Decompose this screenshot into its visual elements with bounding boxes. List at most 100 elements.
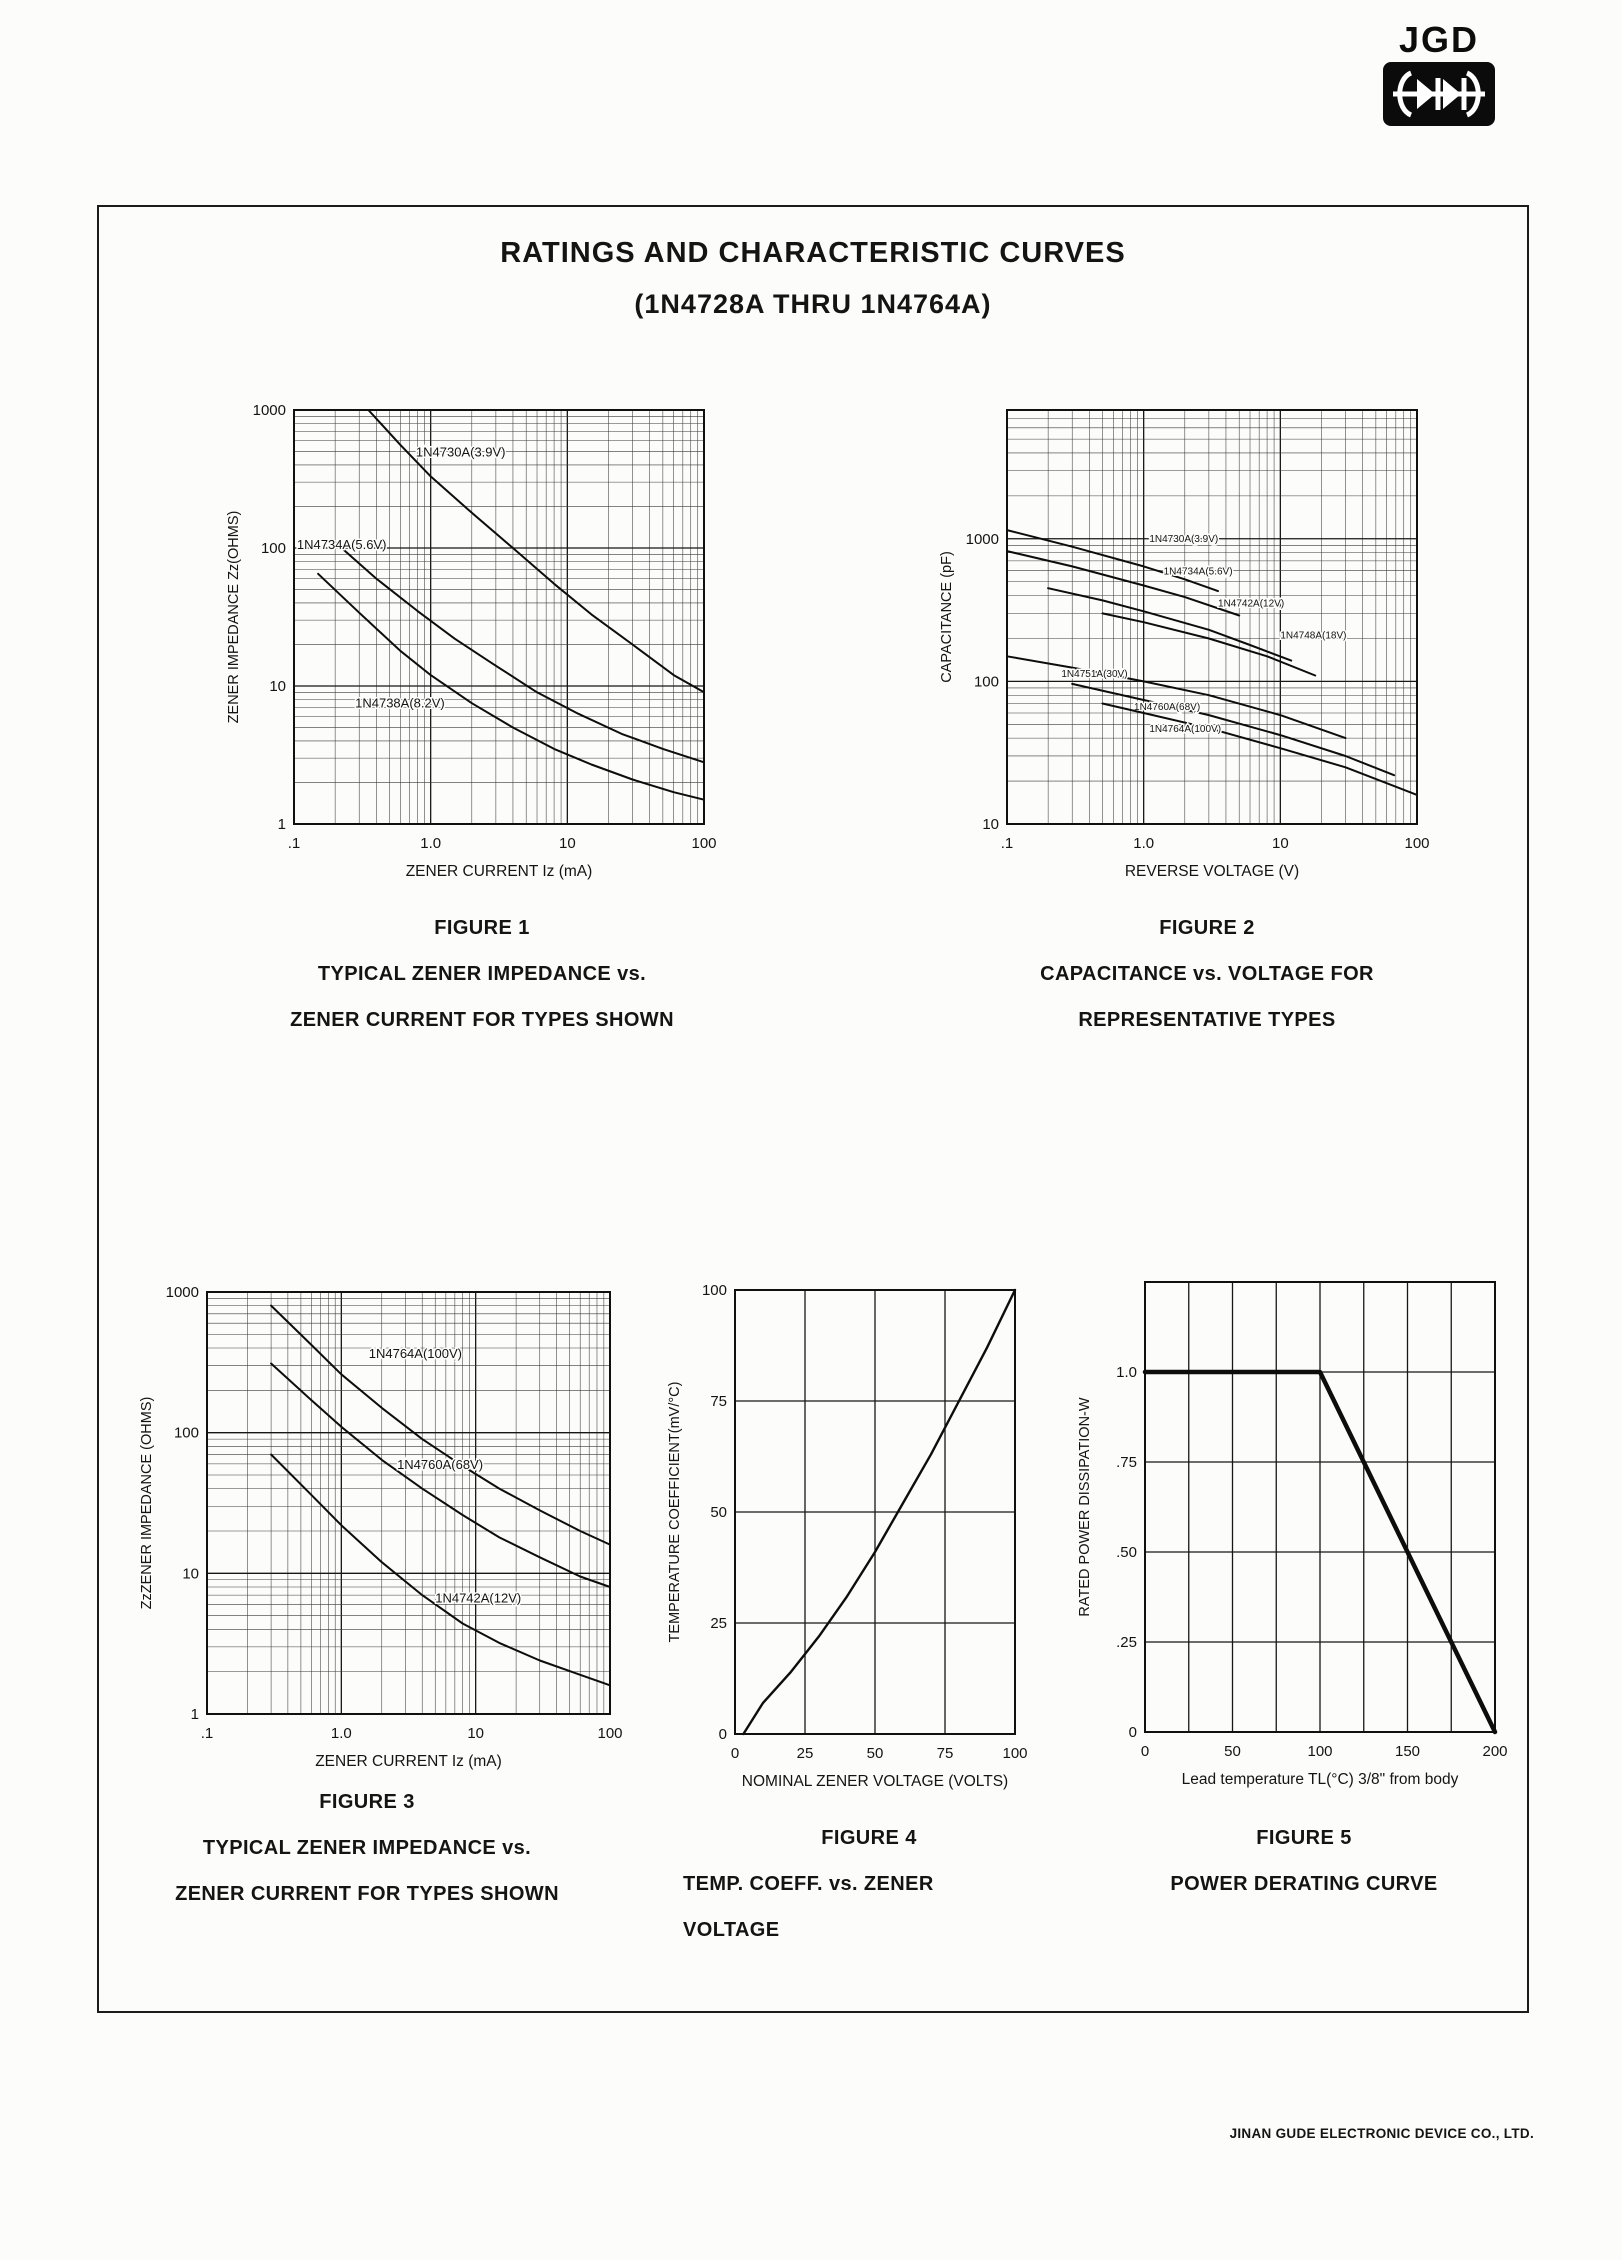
x-tick-label: 1.0 xyxy=(420,835,441,852)
y-tick-label: 1000 xyxy=(966,531,999,548)
logo-diode-triangle-2 xyxy=(1443,79,1461,109)
figure3-label: FIGURE 3 xyxy=(319,1791,415,1813)
y-tick-label: 75 xyxy=(710,1393,727,1410)
brand-name: JGD xyxy=(1398,19,1480,60)
curve-1N4742A(12V) xyxy=(270,1453,611,1687)
y-tick-label: .25 xyxy=(1116,1634,1137,1651)
figure2-caption-line1: CAPACITANCE vs. VOLTAGE FOR xyxy=(1040,963,1374,985)
curve-label: 1N4764A(100V) xyxy=(1149,724,1221,735)
y-tick-label: 1.0 xyxy=(1116,1364,1137,1381)
curve-label: 1N4738A(8.2V) xyxy=(355,695,445,710)
y-tick-label: 10 xyxy=(182,1565,199,1582)
figure3-caption-line2: ZENER CURRENT FOR TYPES SHOWN xyxy=(175,1883,559,1905)
logo-diode-triangle-1 xyxy=(1417,79,1435,109)
x-tick-label: 100 xyxy=(1002,1745,1027,1762)
curve-1N4760A(68V) xyxy=(1071,682,1396,777)
x-tick-label: .1 xyxy=(288,835,301,852)
y-tick-label: 100 xyxy=(174,1425,199,1442)
curve-1N4730A(3.9V) xyxy=(367,409,705,694)
figure3-caption: FIGURE 3 TYPICAL ZENER IMPEDANCE vs. ZEN… xyxy=(127,1779,607,1917)
curve-1N4748A(18V) xyxy=(1101,612,1317,677)
x-tick-label: 1.0 xyxy=(1133,835,1154,852)
logo-right-arc xyxy=(1465,70,1481,118)
y-tick-label: 100 xyxy=(974,673,999,690)
figure1-label: FIGURE 1 xyxy=(434,917,530,939)
x-tick-label: .1 xyxy=(1001,835,1014,852)
x-tick-label: 10 xyxy=(559,835,576,852)
figure1-caption: FIGURE 1 TYPICAL ZENER IMPEDANCE vs. ZEN… xyxy=(242,905,722,1043)
x-tick-label: 75 xyxy=(937,1745,954,1762)
x-tick-label: 0 xyxy=(731,1745,739,1762)
x-tick-label: 50 xyxy=(1224,1743,1241,1760)
page-title: RATINGS AND CHARACTERISTIC CURVES xyxy=(500,237,1126,269)
curve-1N4764A(100V) xyxy=(1101,702,1418,796)
x-tick-label: 10 xyxy=(1272,835,1289,852)
curve-label: 1N4734A(5.6V) xyxy=(1164,567,1233,578)
x-tick-label: 1.0 xyxy=(331,1725,352,1742)
y-tick-label: 1000 xyxy=(166,1284,199,1301)
figure4-caption: FIGURE 4 TEMP. COEFF. vs. ZENER VOLTAGE xyxy=(669,1815,1069,1953)
diode-symbol-icon xyxy=(1383,62,1495,126)
curve-1N4764A(100V) xyxy=(270,1304,611,1546)
y-axis-title: ZzZENER IMPEDANCE (OHMS) xyxy=(139,1397,155,1610)
y-axis-title: CAPACITANCE (pF) xyxy=(939,551,955,683)
x-tick-label: 150 xyxy=(1395,1743,1420,1760)
y-tick-label: 10 xyxy=(269,678,286,695)
page-subtitle: (1N4728A THRU 1N4764A) xyxy=(634,289,992,319)
x-tick-label: 10 xyxy=(467,1725,484,1742)
y-tick-label: 50 xyxy=(710,1504,727,1521)
x-tick-label: 50 xyxy=(867,1745,884,1762)
curve-label: 1N4748A(18V) xyxy=(1280,630,1346,641)
figure4-temp-coeff-chart: 0 25 50 75 100 0 25 50 75 100 NOMINAL ZENER VOLTAG… xyxy=(667,1282,1028,1790)
y-axis-title: ZENER IMPEDANCE Zz(OHMS) xyxy=(226,511,242,724)
figure2-caption-line2: REPRESENTATIVE TYPES xyxy=(1078,1009,1336,1031)
curve-label: 1N4730A(3.9V) xyxy=(416,445,506,460)
x-tick-label: 25 xyxy=(797,1745,814,1762)
curve-series xyxy=(742,1288,1017,1736)
x-tick-label: 100 xyxy=(1307,1743,1332,1760)
curve-label: 1N4764A(100V) xyxy=(369,1346,462,1361)
curve-label: 1N4742A(12V) xyxy=(435,1591,521,1606)
x-axis-title: ZENER CURRENT Iz (mA) xyxy=(315,1753,502,1770)
content-frame: RATINGS AND CHARACTERISTIC CURVES (1N472… xyxy=(97,205,1529,2013)
curve-1N4734A(5.6V) xyxy=(1006,550,1241,617)
plot-border xyxy=(206,1291,611,1715)
figure5-caption-line1: POWER DERATING CURVE xyxy=(1170,1873,1438,1895)
figure1-caption-line2: ZENER CURRENT FOR TYPES SHOWN xyxy=(290,1009,674,1031)
curve-1N4742A(12V) xyxy=(1047,587,1293,662)
curve-label: 1N4734A(5.6V) xyxy=(297,537,387,552)
x-tick-label: 100 xyxy=(1404,835,1429,852)
curve-label: 1N4760A(68V) xyxy=(1134,702,1200,713)
x-tick-label: 100 xyxy=(691,835,716,852)
x-axis-title: NOMINAL ZENER VOLTAGE (VOLTS) xyxy=(742,1773,1008,1790)
y-axis-title: RATED POWER DISSIPATION-W xyxy=(1077,1397,1093,1616)
curve-1N4760A(68V) xyxy=(270,1362,611,1588)
figure1-zener-impedance-chart: .1 1.0 10 100 1 10 100 1000 ZENER CURRENT Iz (mA… xyxy=(226,402,717,880)
curve-1N4751A(30V) xyxy=(1006,655,1347,740)
plot-border xyxy=(293,409,705,825)
curve-label: 1N4760A(68V) xyxy=(397,1457,483,1472)
figure5-caption: FIGURE 5 POWER DERATING CURVE xyxy=(1084,1815,1524,1907)
y-tick-label: 1000 xyxy=(253,402,286,419)
figure4-caption-line2: VOLTAGE xyxy=(683,1919,780,1941)
logo-left-arc xyxy=(1397,70,1413,118)
y-tick-label: 1 xyxy=(191,1706,199,1723)
curve-1N4734A(5.6V) xyxy=(334,541,705,764)
curve-1N4730A(3.9V) xyxy=(1006,529,1219,593)
x-tick-label: 0 xyxy=(1141,1743,1149,1760)
company-footer: JINAN GUDE ELECTRONIC DEVICE CO., LTD. xyxy=(1229,2126,1534,2141)
figure3-caption-line1: TYPICAL ZENER IMPEDANCE vs. xyxy=(202,1837,532,1859)
y-tick-label: 100 xyxy=(702,1282,727,1299)
x-axis-title: Lead temperature TL(°C) 3/8" from body xyxy=(1182,1771,1459,1788)
y-tick-label: 25 xyxy=(710,1615,727,1632)
figure2-caption: FIGURE 2 CAPACITANCE vs. VOLTAGE FOR REP… xyxy=(967,905,1447,1043)
curve-1N4738A(8.2V) xyxy=(317,572,705,801)
x-tick-label: 200 xyxy=(1482,1743,1507,1760)
y-tick-label: .50 xyxy=(1116,1544,1137,1561)
x-axis-title: REVERSE VOLTAGE (V) xyxy=(1125,863,1299,880)
x-tick-label: 100 xyxy=(597,1725,622,1742)
x-axis-title: ZENER CURRENT Iz (mA) xyxy=(406,863,593,880)
curve-series xyxy=(1142,1369,1498,1735)
y-tick-label: .75 xyxy=(1116,1454,1137,1471)
